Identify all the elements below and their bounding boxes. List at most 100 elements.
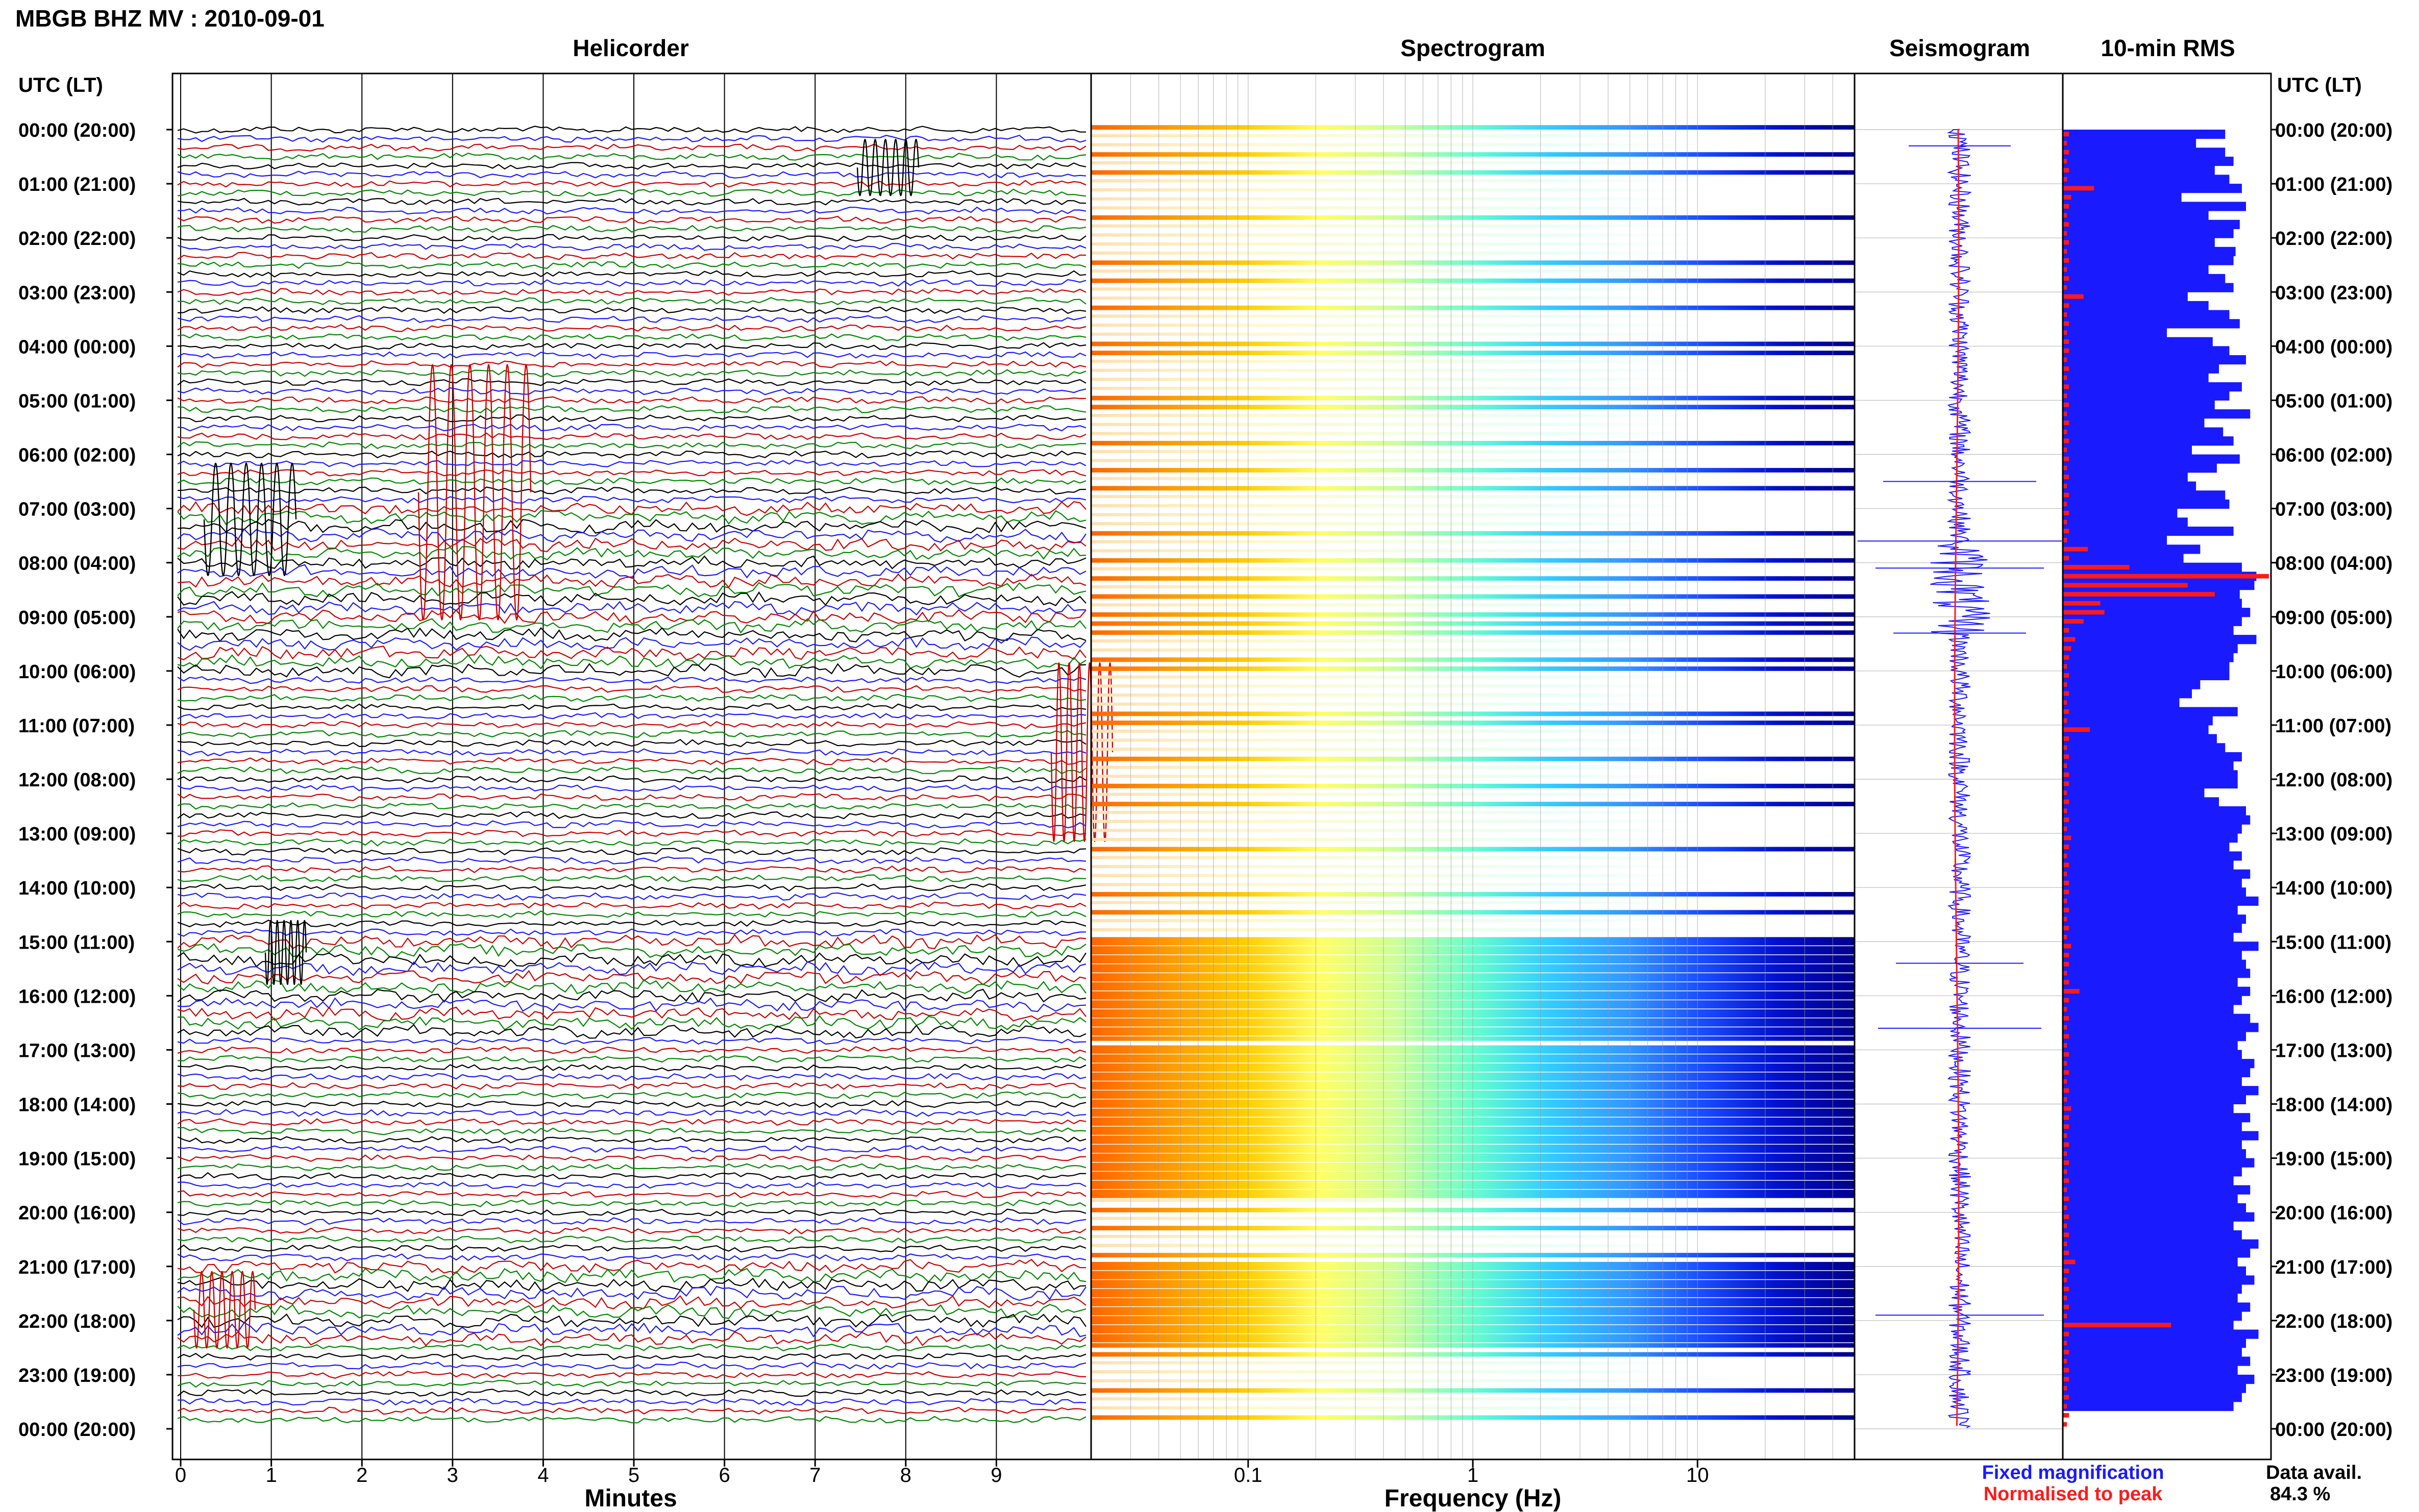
rms-frame [2062, 72, 2272, 1460]
rms-bar-fixed [2063, 1266, 2246, 1276]
rms-bar-fixed [2063, 508, 2178, 518]
helicorder-trace [177, 468, 1087, 477]
helicorder-trace [177, 646, 1087, 661]
rms-bar-fixed [2063, 950, 2242, 960]
helicorder-trace [177, 703, 1087, 711]
rms-bar-fixed [2063, 238, 2215, 247]
rms-bar-fixed [2063, 472, 2188, 482]
helicorder-x-tick-label: 2 [356, 1464, 367, 1486]
rms-bar-normalised [2063, 790, 2067, 795]
helicorder-trace [177, 874, 1087, 882]
rms-bar-normalised [2063, 899, 2067, 904]
time-tick-right: 05:00 (01:00) [2275, 390, 2392, 412]
data-avail-label: Data avail. [2266, 1462, 2362, 1483]
helicorder-trace [177, 712, 1087, 720]
rms-bar-normalised [2063, 483, 2067, 488]
helicorder-trace [177, 1136, 1087, 1144]
rms-bar-normalised [2063, 1169, 2067, 1174]
helicorder-trace [177, 441, 1087, 450]
helicorder-trace [177, 1055, 1087, 1063]
time-tick-left: 14:00 (10:00) [18, 878, 136, 899]
time-tick-right: 10:00 (06:00) [2275, 661, 2392, 683]
rms-bar-normalised [2063, 213, 2067, 218]
rms-bar-fixed [2063, 1104, 2234, 1113]
rms-bar-normalised [2063, 411, 2067, 416]
rms-bar-fixed [2063, 382, 2242, 392]
rms-bar-fixed [2063, 671, 2230, 681]
rms-bar-normalised [2063, 592, 2215, 597]
rms-bar-fixed [2063, 1023, 2259, 1032]
rms-bar-normalised [2063, 195, 2071, 200]
rms-bar-normalised [2063, 1377, 2069, 1382]
rms-bar-normalised [2063, 1277, 2067, 1282]
panel-title-helicorder: Helicorder [573, 35, 689, 61]
helicorder-panel [177, 73, 1114, 1459]
rms-bar-normalised [2063, 574, 2269, 579]
rms-bar-fixed [2063, 436, 2234, 446]
helicorder-trace [177, 775, 1087, 784]
helicorder-trace [178, 414, 1087, 423]
rms-bar-fixed [2063, 824, 2242, 834]
time-tick-left: 16:00 (12:00) [18, 986, 136, 1007]
rms-bar-normalised [2063, 1331, 2069, 1336]
rms-bar-fixed [2063, 941, 2259, 951]
helicorder-x-tick-label: 6 [719, 1464, 730, 1486]
helicorder-trace [177, 856, 1087, 865]
time-tick-left: 22:00 (18:00) [18, 1311, 136, 1332]
helicorder-trace [177, 170, 1087, 179]
rms-bar-normalised [2063, 862, 2069, 867]
rms-bar-normalised [2063, 465, 2067, 470]
rms-bar-fixed [2063, 454, 2240, 464]
helicorder-trace [177, 518, 1087, 534]
rms-bar-normalised [2063, 826, 2067, 831]
rms-bar-normalised [2063, 456, 2069, 461]
rms-bar-normalised [2063, 1016, 2069, 1021]
helicorder-x-tick-label: 1 [265, 1464, 277, 1486]
helicorder-trace [177, 564, 1087, 579]
rms-bar-normalised [2063, 682, 2067, 687]
helicorder-x-ticks: 0 1 2 3 4 5 6 7 8 9 [175, 1459, 1002, 1486]
rms-bar-fixed [2063, 635, 2257, 645]
rms-bar-fixed [2063, 1374, 2255, 1384]
rms-bar-fixed [2063, 1050, 2242, 1059]
rms-bar-fixed [2063, 517, 2188, 527]
helicorder-event-trace [1050, 662, 1114, 842]
helicorder-trace [177, 793, 1087, 802]
time-tick-right: 08:00 (04:00) [2275, 553, 2392, 575]
rms-bar-normalised [2063, 1350, 2069, 1355]
rms-bar-normalised [2063, 944, 2071, 949]
rms-bar-normalised [2063, 393, 2067, 398]
rms-bar-normalised [2063, 357, 2067, 362]
spectrogram-x-tick-label: 1 [1467, 1464, 1478, 1486]
rms-bar-normalised [2063, 872, 2067, 877]
rms-bar-fixed [2063, 743, 2226, 753]
time-tick-left: 19:00 (15:00) [18, 1149, 136, 1170]
helicorder-trace [177, 928, 1087, 937]
rms-bar-fixed [2063, 202, 2246, 211]
rms-bar-fixed [2063, 1329, 2259, 1339]
rms-bar-normalised [2063, 420, 2069, 426]
helicorder-trace [177, 1109, 1087, 1117]
rms-bar-normalised [2063, 249, 2067, 254]
helicorder-trace [177, 378, 1087, 386]
rms-bar-fixed [2063, 1113, 2251, 1123]
helicorder-x-tick-label: 9 [991, 1464, 1002, 1486]
rms-bar-fixed [2063, 977, 2238, 987]
rms-bar-normalised [2063, 619, 2084, 624]
helicorder-trace [177, 1389, 1087, 1397]
rms-bar-normalised [2063, 709, 2069, 714]
rms-bar-normalised [2063, 763, 2067, 768]
rms-bar-fixed [2063, 616, 2242, 626]
rms-bar-normalised [2063, 502, 2067, 507]
rms-bar-normalised [2063, 375, 2067, 380]
rms-bar-fixed [2063, 319, 2240, 329]
time-tick-right: 19:00 (15:00) [2275, 1149, 2392, 1170]
rms-bar-fixed [2063, 184, 2242, 193]
rms-bar-fixed [2063, 1013, 2251, 1023]
rms-bar-normalised [2063, 646, 2071, 651]
rms-bar-normalised [2063, 475, 2069, 480]
rms-bar-normalised [2063, 1269, 2069, 1274]
time-tick-left: 20:00 (16:00) [18, 1203, 136, 1224]
time-tick-right: 11:00 (07:00) [2275, 715, 2391, 737]
rms-bar-normalised [2063, 1007, 2067, 1012]
